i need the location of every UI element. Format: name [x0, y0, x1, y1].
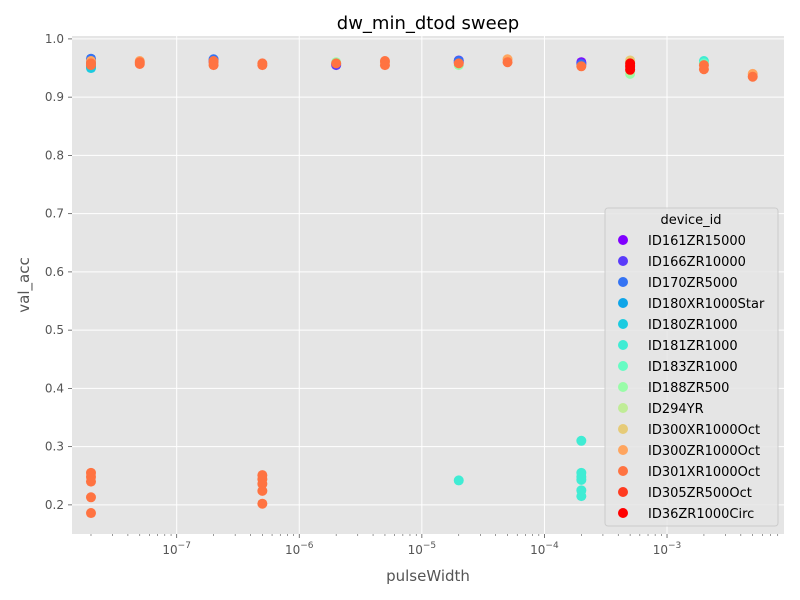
- legend-label: ID300ZR1000Oct: [648, 444, 760, 459]
- data-point: [85, 508, 96, 519]
- y-axis-label: val_acc: [15, 257, 34, 312]
- data-point: [453, 58, 464, 69]
- legend-item: ID166ZR10000: [618, 255, 746, 270]
- data-point: [625, 64, 636, 75]
- legend-label: ID181ZR1000: [648, 339, 738, 354]
- data-point: [576, 435, 587, 446]
- y-tick-label: 0.6: [45, 265, 64, 279]
- legend-marker: [618, 298, 628, 308]
- data-point: [134, 58, 145, 69]
- legend-item: ID305ZR500Oct: [618, 486, 752, 501]
- y-tick-label: 0.7: [45, 207, 64, 221]
- legend-label: ID300XR1000Oct: [648, 423, 760, 438]
- data-point: [85, 60, 96, 71]
- legend-label: ID305ZR500Oct: [648, 486, 752, 501]
- legend-item: ID183ZR1000: [618, 360, 738, 375]
- legend-marker: [618, 445, 628, 455]
- legend-label: ID188ZR500: [648, 381, 729, 396]
- y-tick-label: 1.0: [45, 32, 64, 46]
- legend-item: ID188ZR500: [618, 381, 729, 396]
- y-tick-label: 0.5: [45, 323, 64, 337]
- legend-item: ID300ZR1000Oct: [618, 444, 760, 459]
- y-tick-label: 0.3: [45, 440, 64, 454]
- legend-marker: [618, 319, 628, 329]
- legend-marker: [618, 424, 628, 434]
- legend-label: ID301XR1000Oct: [648, 465, 760, 480]
- legend-marker: [618, 466, 628, 476]
- x-minor-ticks: [90, 534, 779, 536]
- data-point: [257, 498, 268, 509]
- legend-marker: [618, 235, 628, 245]
- legend-item: ID294YR: [618, 402, 704, 417]
- x-tick-label: 10−4: [530, 541, 559, 557]
- data-point: [576, 474, 587, 485]
- data-points: [85, 53, 758, 519]
- legend-item: ID301XR1000Oct: [618, 465, 760, 480]
- legend-item: ID181ZR1000: [618, 339, 738, 354]
- series-id36zr1000circ: [625, 58, 636, 75]
- y-tick-label: 0.8: [45, 148, 64, 162]
- legend-title: device_id: [660, 213, 721, 228]
- legend-label: ID183ZR1000: [648, 360, 738, 375]
- data-point: [85, 476, 96, 487]
- x-tick-label: 10−3: [653, 541, 682, 557]
- data-point: [257, 485, 268, 496]
- legend-label: ID166ZR10000: [648, 255, 746, 270]
- legend-label: ID170ZR5000: [648, 276, 738, 291]
- data-point: [208, 60, 219, 71]
- legend-marker: [618, 256, 628, 266]
- x-tick-label: 10−5: [408, 541, 437, 557]
- legend-label: ID180ZR1000: [648, 318, 738, 333]
- legend-item: ID36ZR1000Circ: [618, 507, 754, 522]
- data-point: [257, 478, 268, 489]
- legend-item: ID180XR1000Star: [618, 297, 765, 312]
- legend-label: ID36ZR1000Circ: [648, 507, 754, 522]
- series-id301xr1000oct: [85, 56, 758, 519]
- data-point: [379, 60, 390, 71]
- data-point: [698, 64, 709, 75]
- y-tick-labels: 0.2 0.3 0.4 0.5 0.6 0.7 0.8 0.9 1.0: [45, 32, 64, 512]
- data-point: [453, 475, 464, 486]
- legend-item: ID180ZR1000: [618, 318, 738, 333]
- legend-label: ID180XR1000Star: [648, 297, 765, 312]
- legend-label: ID294YR: [648, 402, 704, 417]
- data-point: [502, 57, 513, 68]
- legend-items: ID161ZR15000 ID166ZR10000 ID170ZR5000 ID180…: [618, 234, 765, 522]
- data-point: [85, 492, 96, 503]
- legend-item: ID300XR1000Oct: [618, 423, 760, 438]
- legend-marker: [618, 403, 628, 413]
- x-tick-labels: 10−7 10−6 10−5 10−4 10−3: [162, 541, 681, 557]
- y-tick-label: 0.4: [45, 381, 64, 395]
- legend-item: ID161ZR15000: [618, 234, 746, 249]
- legend-label: ID161ZR15000: [648, 234, 746, 249]
- chart-title: dw_min_dtod sweep: [337, 13, 519, 34]
- legend-box: [604, 207, 779, 527]
- legend-marker: [618, 487, 628, 497]
- legend-item: ID170ZR5000: [618, 276, 738, 291]
- legend-marker: [618, 277, 628, 287]
- legend-marker: [618, 508, 628, 518]
- data-point: [257, 60, 268, 71]
- data-point: [576, 491, 587, 502]
- x-tick-label: 10−6: [285, 541, 314, 557]
- data-point: [331, 58, 342, 69]
- y-tick-label: 0.9: [45, 90, 64, 104]
- x-axis-label: pulseWidth: [386, 567, 470, 585]
- data-point: [747, 71, 758, 82]
- legend-marker: [618, 382, 628, 392]
- data-point: [576, 61, 587, 72]
- legend-marker: [618, 361, 628, 371]
- x-tick-label: 10−7: [162, 541, 191, 557]
- legend-marker: [618, 340, 628, 350]
- y-tick-label: 0.2: [45, 498, 64, 512]
- legend: device_id ID161ZR15000 ID166ZR10000 ID170Z…: [604, 207, 779, 527]
